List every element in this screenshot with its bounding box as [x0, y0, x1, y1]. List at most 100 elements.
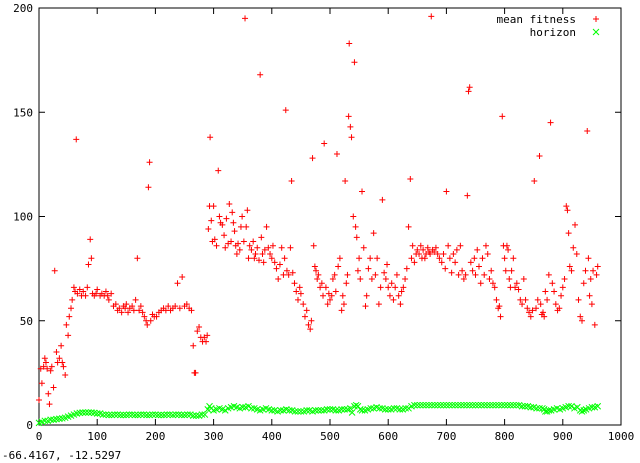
point-mean-fitness: [575, 296, 582, 303]
point-horizon: [312, 407, 319, 414]
point-mean-fitness: [188, 307, 195, 314]
point-mean-fitness: [520, 276, 527, 283]
legend-label-horizon: horizon: [530, 26, 576, 39]
point-mean-fitness: [367, 255, 374, 262]
point-horizon: [480, 401, 488, 409]
point-mean-fitness: [496, 303, 503, 310]
point-mean-fitness: [254, 244, 261, 251]
point-mean-fitness: [297, 290, 304, 297]
point-mean-fitness: [265, 244, 272, 251]
point-mean-fitness: [459, 267, 466, 274]
point-mean-fitness: [484, 251, 491, 258]
point-mean-fitness: [411, 259, 418, 266]
point-mean-fitness: [216, 213, 223, 220]
point-mean-fitness: [587, 276, 594, 283]
point-mean-fitness: [489, 280, 496, 287]
point-horizon: [565, 402, 572, 410]
point-mean-fitness: [251, 255, 258, 262]
point-mean-fitness: [248, 246, 255, 253]
y-tick-label: 0: [26, 419, 33, 432]
point-mean-fitness: [591, 321, 598, 328]
point-horizon: [402, 404, 410, 412]
point-mean-fitness: [331, 271, 338, 278]
point-horizon: [341, 406, 348, 413]
point-mean-fitness: [436, 255, 443, 262]
x-tick-label: 400: [262, 430, 282, 443]
point-mean-fitness: [409, 242, 416, 249]
point-mean-fitness: [385, 284, 392, 291]
coordinate-readout: -66.4167, -12.5297: [2, 449, 122, 462]
point-mean-fitness: [85, 261, 92, 268]
point-mean-fitness: [179, 273, 186, 280]
point-horizon: [192, 412, 200, 419]
point-mean-fitness: [353, 234, 360, 241]
point-mean-fitness: [269, 242, 276, 249]
point-mean-fitness: [233, 251, 240, 258]
point-mean-fitness: [228, 238, 235, 245]
point-horizon: [154, 411, 162, 419]
point-mean-fitness: [229, 209, 236, 216]
point-mean-fitness: [542, 288, 549, 295]
point-horizon: [285, 407, 293, 414]
point-horizon: [93, 410, 101, 417]
point-mean-fitness: [219, 221, 226, 228]
point-mean-fitness: [405, 223, 412, 230]
y-tick-label: 100: [13, 211, 33, 224]
point-horizon: [163, 411, 171, 418]
point-mean-fitness: [513, 280, 520, 287]
point-mean-fitness: [471, 255, 478, 262]
point-mean-fitness: [192, 369, 199, 376]
point-mean-fitness: [293, 288, 300, 295]
point-horizon: [521, 402, 529, 410]
point-mean-fitness: [362, 303, 369, 310]
point-mean-fitness: [257, 71, 264, 78]
point-horizon: [82, 409, 89, 416]
point-horizon: [475, 401, 482, 409]
point-horizon: [504, 401, 511, 409]
point-mean-fitness: [208, 217, 215, 224]
point-mean-fitness: [194, 328, 201, 335]
point-horizon: [396, 406, 404, 413]
point-mean-fitness: [510, 255, 517, 262]
point-mean-fitness: [381, 269, 388, 276]
plot-frame: [38, 7, 622, 426]
point-mean-fitness: [236, 246, 243, 253]
point-horizon: [323, 406, 331, 413]
point-mean-fitness: [392, 284, 399, 291]
point-mean-fitness: [309, 155, 316, 162]
point-mean-fitness: [320, 292, 327, 299]
point-mean-fitness: [398, 288, 405, 295]
point-mean-fitness: [512, 284, 519, 291]
point-mean-fitness: [231, 228, 238, 235]
point-mean-fitness: [438, 259, 445, 266]
point-horizon: [358, 407, 366, 414]
point-mean-fitness: [333, 150, 340, 157]
point-mean-fitness: [466, 84, 473, 91]
point-mean-fitness: [346, 40, 353, 47]
point-mean-fitness: [230, 219, 237, 226]
point-mean-fitness: [69, 296, 76, 303]
point-horizon: [347, 404, 354, 412]
point-mean-fitness: [235, 240, 242, 247]
point-horizon: [466, 401, 474, 409]
point-horizon: [460, 401, 468, 409]
point-mean-fitness: [76, 286, 83, 293]
point-mean-fitness: [395, 292, 402, 299]
point-mean-fitness: [552, 301, 559, 308]
point-mean-fitness: [469, 267, 476, 274]
point-mean-fitness: [481, 271, 488, 278]
point-horizon: [457, 401, 465, 409]
point-mean-fitness: [531, 178, 538, 185]
point-mean-fitness: [296, 284, 303, 291]
point-mean-fitness: [586, 292, 593, 299]
point-mean-fitness: [42, 359, 49, 366]
point-mean-fitness: [566, 263, 573, 270]
point-mean-fitness: [294, 296, 301, 303]
point-mean-fitness: [400, 284, 407, 291]
point-horizon: [157, 411, 165, 419]
point-mean-fitness: [479, 255, 486, 262]
point-mean-fitness: [45, 390, 52, 397]
point-mean-fitness: [278, 244, 285, 251]
point-mean-fitness: [517, 296, 524, 303]
point-mean-fitness: [36, 396, 42, 403]
